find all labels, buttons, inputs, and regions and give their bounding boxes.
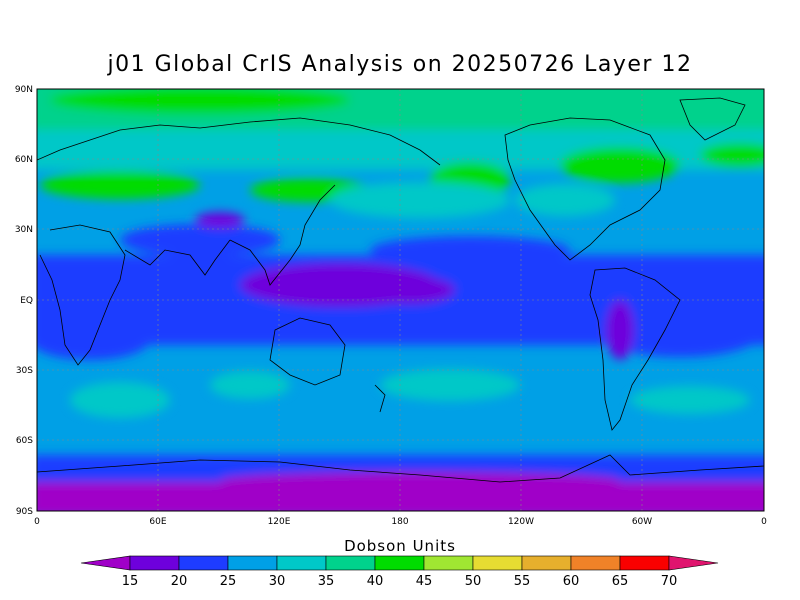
- colorbar-level-label: 70: [661, 574, 678, 589]
- colorbar-swatch: [423, 555, 474, 571]
- colorbar-swatch: [129, 555, 180, 571]
- colorbar-swatch: [227, 555, 278, 571]
- colorbar-swatch: [178, 555, 229, 571]
- lon-tick-labels: 0 60E 120E 180 120W 60W 0: [34, 517, 767, 527]
- colorbar-swatch: [521, 555, 572, 571]
- lon-tick-180: 180: [391, 517, 408, 527]
- ozone-field: [37, 89, 764, 511]
- colorbar-level-label: 45: [416, 574, 433, 589]
- colorbar-swatch: [325, 555, 376, 571]
- lon-tick-0-right: 0: [761, 517, 767, 527]
- lon-tick-120e: 120E: [268, 517, 291, 527]
- lat-tick-30s: 30S: [16, 366, 33, 376]
- colorbar-arrow-low: [80, 555, 131, 571]
- lon-tick-60e: 60E: [149, 517, 166, 527]
- chart-title: j01 Global CrIS Analysis on 20250726 Lay…: [107, 52, 693, 77]
- colorbar-level-label: 60: [563, 574, 580, 589]
- colorbar-level-label: 40: [367, 574, 384, 589]
- colorbar-swatch: [570, 555, 621, 571]
- colorbar-level-label: 65: [612, 574, 629, 589]
- colorbar-level-label: 50: [465, 574, 482, 589]
- lon-tick-0-left: 0: [34, 517, 40, 527]
- colorbar-level-label: 55: [514, 574, 531, 589]
- colorbar-arrow-high: [668, 555, 719, 571]
- lat-tick-90n: 90N: [15, 85, 33, 95]
- lon-tick-120w: 120W: [508, 517, 534, 527]
- colorbar-level-label: 25: [220, 574, 237, 589]
- lat-tick-60s: 60S: [16, 436, 33, 446]
- colorbar-level-label: 20: [171, 574, 188, 589]
- colorbar-swatch: [619, 555, 670, 571]
- colorbar: 15 20 25 30 35 40 45 50 55 60 65 70: [80, 555, 719, 589]
- colorbar-title: Dobson Units: [344, 537, 456, 555]
- colorbar-swatch: [472, 555, 523, 571]
- lat-tick-labels: 90N 60N 30N EQ 30S 60S 90S: [15, 85, 33, 517]
- colorbar-level-label: 30: [269, 574, 286, 589]
- colorbar-level-label: 35: [318, 574, 335, 589]
- lat-tick-eq: EQ: [20, 296, 33, 306]
- coastlines: [37, 97, 764, 483]
- colorbar-swatch: [276, 555, 327, 571]
- lon-tick-60w: 60W: [632, 517, 652, 527]
- lat-tick-60n: 60N: [15, 155, 33, 165]
- lat-tick-30n: 30N: [15, 225, 33, 235]
- colorbar-level-label: 15: [122, 574, 139, 589]
- lat-tick-90s: 90S: [16, 507, 33, 517]
- colorbar-swatch: [374, 555, 425, 571]
